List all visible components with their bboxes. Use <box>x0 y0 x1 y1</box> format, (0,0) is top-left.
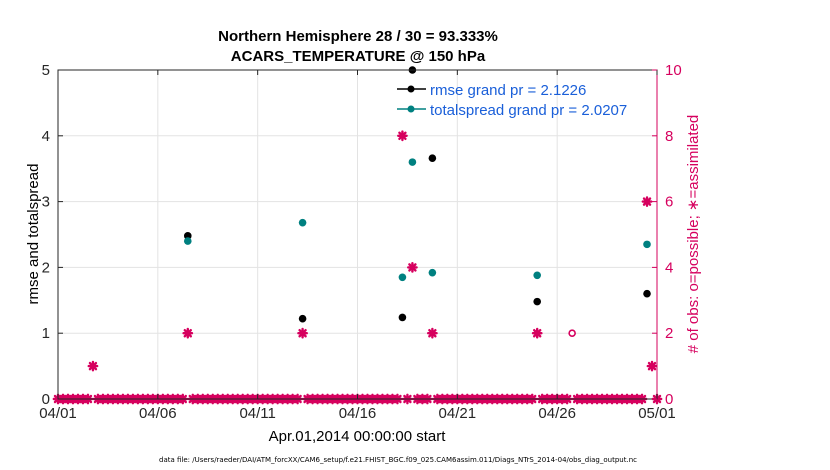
y-axis-left: 0 1 2 3 4 5 <box>42 62 63 408</box>
obs-assimilated-marker-d2 <box>183 328 193 338</box>
totalspread-point <box>408 158 417 166</box>
legend-totalspread-label: totalspread grand pr = 2.0207 <box>430 102 627 119</box>
obs-assimilated-marker-d2 <box>298 328 307 338</box>
obs-possible-marker <box>568 329 576 338</box>
obs-assimilated-marker-d2 <box>647 361 657 371</box>
obs-assimilated-marker <box>641 196 653 208</box>
legend-totalspread-marker <box>407 105 415 113</box>
obs-assimilated-marker <box>426 327 438 339</box>
y-tick-left-label: 2 <box>42 259 50 276</box>
obs-assimilated-marker-d2 <box>398 131 407 141</box>
obs-assimilated-marker-d2 <box>428 328 437 338</box>
data-file-footer: data file: /Users/raeder/DAI/ATM_forcXX/… <box>159 456 637 464</box>
totalspread-point <box>398 273 407 282</box>
y-axis-left-label: rmse and totalspread <box>25 164 42 305</box>
legend-rmse-label: rmse grand pr = 2.1226 <box>430 82 586 99</box>
y-tick-right-label: 8 <box>665 128 673 145</box>
rmse-point <box>298 314 307 323</box>
chart-title: Northern Hemisphere 28 / 30 = 93.333% <box>218 28 498 45</box>
y-tick-right-label: 6 <box>665 194 673 211</box>
obs-assimilated-marker <box>297 327 308 339</box>
x-tick-label: 04/21 <box>439 405 477 422</box>
markers <box>87 66 658 372</box>
chart-subtitle: ACARS_TEMPERATURE @ 150 hPa <box>231 48 486 65</box>
obs-assimilated-marker <box>531 327 543 339</box>
y-tick-left-label: 0 <box>42 391 50 408</box>
x-tick-label: 04/26 <box>538 405 576 422</box>
y-tick-left-label: 4 <box>42 128 50 145</box>
y-tick-right-label: 10 <box>665 62 682 79</box>
obs-assimilated-marker-d2 <box>642 197 652 206</box>
obs-assimilated-marker-d2 <box>88 361 98 371</box>
totalspread-point <box>428 268 437 277</box>
rmse-point <box>643 289 651 298</box>
y-tick-left-label: 1 <box>42 325 50 342</box>
obs-assimilated-marker <box>397 130 408 142</box>
x-tick-label: 04/16 <box>339 405 377 422</box>
totalspread-point <box>643 240 651 249</box>
obs-assimilated-marker <box>182 327 194 339</box>
rmse-point <box>428 154 437 162</box>
obs-assimilated-marker <box>87 360 99 372</box>
totalspread-point <box>298 218 307 227</box>
y-tick-right-label: 2 <box>665 325 673 342</box>
x-tick-label: 05/01 <box>638 405 676 422</box>
rmse-point <box>183 232 192 240</box>
y-tick-left-label: 5 <box>42 62 50 79</box>
y-tick-right-label: 4 <box>665 259 673 276</box>
rmse-point <box>398 313 407 322</box>
x-axis: 04/01 04/06 04/11 04/16 04/21 04/26 05/01 <box>39 70 676 422</box>
obs-assimilated-marker-d2 <box>408 263 417 272</box>
rmse-point <box>533 297 541 306</box>
y-axis-right-label: # of obs: o=possible; ∗=assimilated <box>685 115 702 354</box>
obs-assimilated-marker <box>407 262 418 273</box>
x-tick-label: 04/01 <box>39 405 77 422</box>
legend-rmse-marker <box>407 85 415 93</box>
y-tick-right-label: 0 <box>665 391 673 408</box>
y-axis-right: 0 2 4 6 8 10 <box>652 62 682 408</box>
totalspread-point <box>533 271 541 280</box>
grid <box>58 70 657 399</box>
x-tick-label: 04/06 <box>139 405 177 422</box>
obs-assimilated-marker-d2 <box>532 328 542 338</box>
totalspread-point <box>183 237 192 245</box>
y-tick-left-label: 3 <box>42 194 50 211</box>
obs-assimilated-marker <box>646 360 658 372</box>
x-tick-label: 04/11 <box>239 405 275 422</box>
x-axis-label: Apr.01,2014 00:00:00 start <box>269 428 447 445</box>
legend: rmse grand pr = 2.1226 totalspread grand… <box>397 82 627 119</box>
